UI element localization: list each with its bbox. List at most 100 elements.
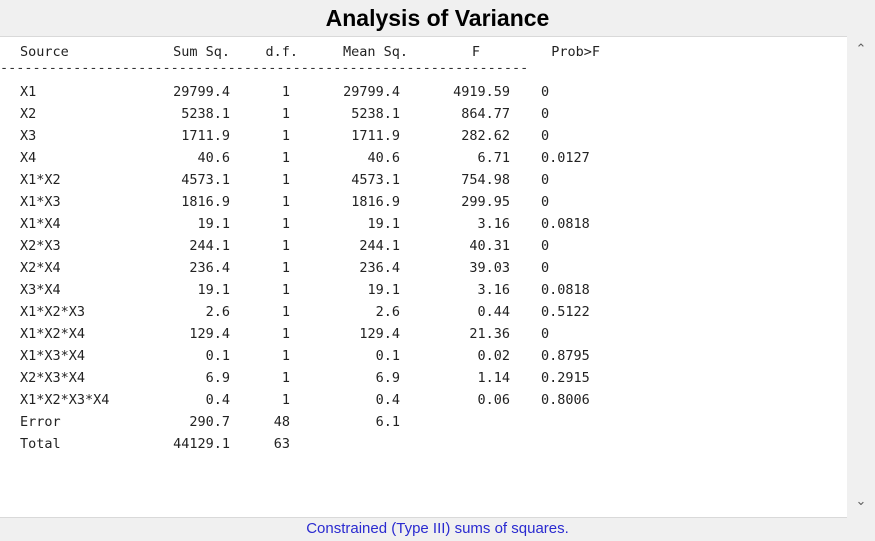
header-f: F — [471, 44, 480, 60]
table-row: X3 1711.9 1 1711.9 282.62 0 — [0, 125, 640, 147]
header-prob: Prob>F — [551, 44, 600, 60]
cell-mean-sq: 0.4 — [375, 392, 400, 408]
cell-df: 1 — [281, 370, 290, 386]
table-row: X4 40.6 1 40.6 6.71 0.0127 — [0, 147, 640, 169]
cell-df: 1 — [281, 260, 290, 276]
cell-f: 0.06 — [477, 392, 510, 408]
cell-df: 1 — [281, 216, 290, 232]
cell-sum-sq: 1816.9 — [181, 194, 230, 210]
cell-sum-sq: 1711.9 — [181, 128, 230, 144]
cell-mean-sq: 4573.1 — [351, 172, 400, 188]
table-row: X2*X3 244.1 1 244.1 40.31 0 — [0, 235, 640, 257]
header-mean-sq: Mean Sq. — [342, 44, 408, 60]
cell-f: 40.31 — [469, 238, 510, 254]
cell-prob: 0 — [541, 106, 550, 122]
cell-source: X1*X3*X4 — [20, 348, 86, 364]
cell-df: 1 — [281, 172, 290, 188]
cell-prob: 0 — [541, 326, 550, 342]
cell-prob: 0 — [541, 128, 550, 144]
cell-prob: 0.8006 — [541, 392, 590, 408]
cell-sum-sq: 19.1 — [197, 216, 230, 232]
cell-mean-sq: 244.1 — [359, 238, 400, 254]
cell-mean-sq: 0.1 — [375, 348, 400, 364]
table-row: Error 290.7 48 6.1 — [0, 411, 640, 433]
cell-mean-sq: 5238.1 — [351, 106, 400, 122]
cell-mean-sq: 6.1 — [375, 414, 400, 430]
cell-mean-sq: 1711.9 — [351, 128, 400, 144]
header-source: Source — [20, 44, 69, 60]
footer-note: Constrained (Type III) sums of squares. — [306, 520, 569, 537]
cell-prob: 0 — [541, 260, 550, 276]
cell-prob: 0.8795 — [541, 348, 590, 364]
cell-sum-sq: 44129.1 — [173, 436, 230, 452]
cell-f: 282.62 — [461, 128, 510, 144]
cell-source: X2*X4 — [20, 260, 61, 276]
cell-mean-sq: 1816.9 — [351, 194, 400, 210]
cell-source: X1*X3 — [20, 194, 61, 210]
cell-df: 1 — [281, 304, 290, 320]
cell-source: Total — [20, 436, 61, 452]
cell-f: 4919.59 — [453, 84, 510, 100]
cell-source: X3*X4 — [20, 282, 61, 298]
cell-prob: 0.0127 — [541, 150, 590, 166]
cell-source: X2*X3*X4 — [20, 370, 86, 386]
cell-sum-sq: 40.6 — [197, 150, 230, 166]
cell-prob: 0.0818 — [541, 282, 590, 298]
cell-sum-sq: 0.1 — [205, 348, 230, 364]
chevron-down-icon[interactable]: ⌄ — [855, 494, 867, 509]
table-row: X2 5238.1 1 5238.1 864.77 0 — [0, 103, 640, 125]
cell-mean-sq: 19.1 — [367, 282, 400, 298]
table-row: Total 44129.1 63 — [0, 433, 640, 455]
header-df: d.f. — [265, 44, 298, 60]
cell-prob: 0.5122 — [541, 304, 590, 320]
vertical-scrollbar[interactable]: ⌃ ⌄ — [847, 36, 875, 516]
cell-sum-sq: 5238.1 — [181, 106, 230, 122]
table-row: X1 29799.4 1 29799.4 4919.59 0 — [0, 81, 640, 103]
cell-f: 21.36 — [469, 326, 510, 342]
chevron-up-icon[interactable]: ⌃ — [855, 42, 867, 57]
header-sum-sq: Sum Sq. — [173, 44, 230, 60]
table-row: X1*X3*X4 0.1 1 0.1 0.02 0.8795 — [0, 345, 640, 367]
cell-sum-sq: 236.4 — [189, 260, 230, 276]
table-row: X1*X3 1816.9 1 1816.9 299.95 0 — [0, 191, 640, 213]
cell-sum-sq: 0.4 — [205, 392, 230, 408]
cell-sum-sq: 4573.1 — [181, 172, 230, 188]
cell-source: X1*X2*X4 — [20, 326, 86, 342]
cell-source: X2 — [20, 106, 37, 122]
cell-df: 1 — [281, 106, 290, 122]
cell-mean-sq: 19.1 — [367, 216, 400, 232]
cell-f: 6.71 — [477, 150, 510, 166]
cell-df: 63 — [273, 436, 290, 452]
cell-df: 1 — [281, 128, 290, 144]
cell-f: 754.98 — [461, 172, 510, 188]
cell-sum-sq: 244.1 — [189, 238, 230, 254]
cell-sum-sq: 2.6 — [205, 304, 230, 320]
cell-source: X3 — [20, 128, 37, 144]
cell-f: 1.14 — [477, 370, 510, 386]
cell-f: 0.02 — [477, 348, 510, 364]
cell-sum-sq: 129.4 — [189, 326, 230, 342]
cell-f: 0.44 — [477, 304, 510, 320]
cell-df: 1 — [281, 150, 290, 166]
cell-source: X1*X2*X3*X4 — [20, 392, 110, 408]
cell-mean-sq: 129.4 — [359, 326, 400, 342]
cell-f: 3.16 — [477, 216, 510, 232]
cell-f: 299.95 — [461, 194, 510, 210]
cell-source: X2*X3 — [20, 238, 61, 254]
cell-source: X4 — [20, 150, 37, 166]
cell-prob: 0.0818 — [541, 216, 590, 232]
table-row: X1*X4 19.1 1 19.1 3.16 0.0818 — [0, 213, 640, 235]
anova-table-panel[interactable]: Source Sum Sq. d.f. Mean Sq. F Prob>F --… — [0, 36, 847, 518]
cell-df: 1 — [281, 238, 290, 254]
table-row: X1*X2 4573.1 1 4573.1 754.98 0 — [0, 169, 640, 191]
cell-prob: 0 — [541, 84, 550, 100]
cell-mean-sq: 2.6 — [375, 304, 400, 320]
cell-df: 1 — [281, 194, 290, 210]
cell-prob: 0 — [541, 172, 550, 188]
table-row: X1*X2*X3*X4 0.4 1 0.4 0.06 0.8006 — [0, 389, 640, 411]
cell-source: X1 — [20, 84, 37, 100]
cell-mean-sq: 40.6 — [367, 150, 400, 166]
table-row: X2*X4 236.4 1 236.4 39.03 0 — [0, 257, 640, 279]
cell-df: 1 — [281, 326, 290, 342]
cell-source: X1*X2 — [20, 172, 61, 188]
